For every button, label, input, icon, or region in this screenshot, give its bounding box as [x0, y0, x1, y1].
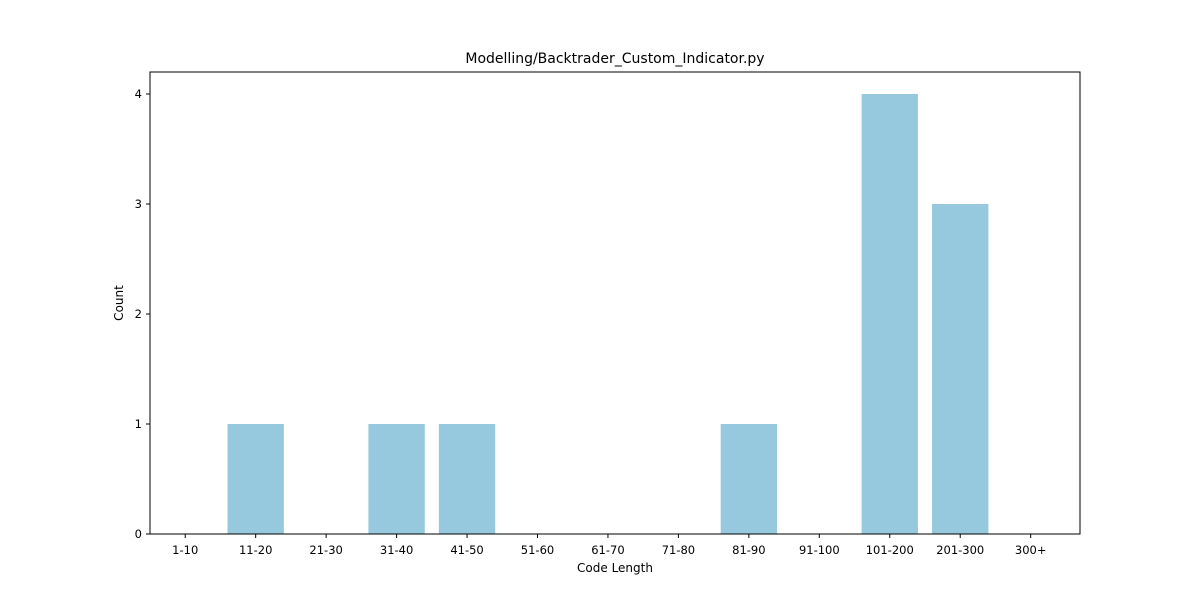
y-tick-label: 2: [135, 307, 142, 321]
bar-11-20: [227, 424, 284, 534]
x-tick-label: 1-10: [172, 543, 198, 557]
x-tick-label: 51-60: [521, 543, 554, 557]
x-tick-label: 61-70: [591, 543, 624, 557]
y-axis-ticks: 0 1 2 3 4: [135, 87, 150, 541]
x-axis-label: Code Length: [577, 561, 653, 575]
x-tick-label: 81-90: [732, 543, 765, 557]
bar-101-200: [861, 94, 918, 534]
bars-layer: [227, 94, 989, 534]
bar-41-50: [438, 424, 496, 534]
x-tick-label: 91-100: [799, 543, 840, 557]
x-tick-label: 71-80: [662, 543, 695, 557]
chart-title: Modelling/Backtrader_Custom_Indicator.py: [465, 51, 764, 67]
y-axis-label: Count: [112, 285, 126, 321]
plot-frame: [149, 71, 1081, 535]
x-tick-label: 31-40: [380, 543, 413, 557]
y-tick-label: 1: [135, 417, 142, 431]
x-tick-label: 300+: [1015, 543, 1047, 557]
bar-31-40: [368, 424, 425, 534]
y-tick-label: 0: [135, 527, 142, 541]
x-tick-label: 21-30: [309, 543, 342, 557]
y-tick-label: 3: [135, 197, 142, 211]
x-tick-label: 41-50: [450, 543, 483, 557]
bar-81-90: [720, 424, 778, 534]
y-tick-label: 4: [135, 87, 142, 101]
x-tick-label: 11-20: [239, 543, 272, 557]
x-tick-label: 201-300: [936, 543, 984, 557]
x-axis-ticks: 1-10 11-20 21-30 31-40 41-50 51-60 61-70 71-80 8…: [172, 534, 1046, 557]
bar-201-300: [932, 204, 989, 534]
x-tick-label: 101-200: [866, 543, 914, 557]
